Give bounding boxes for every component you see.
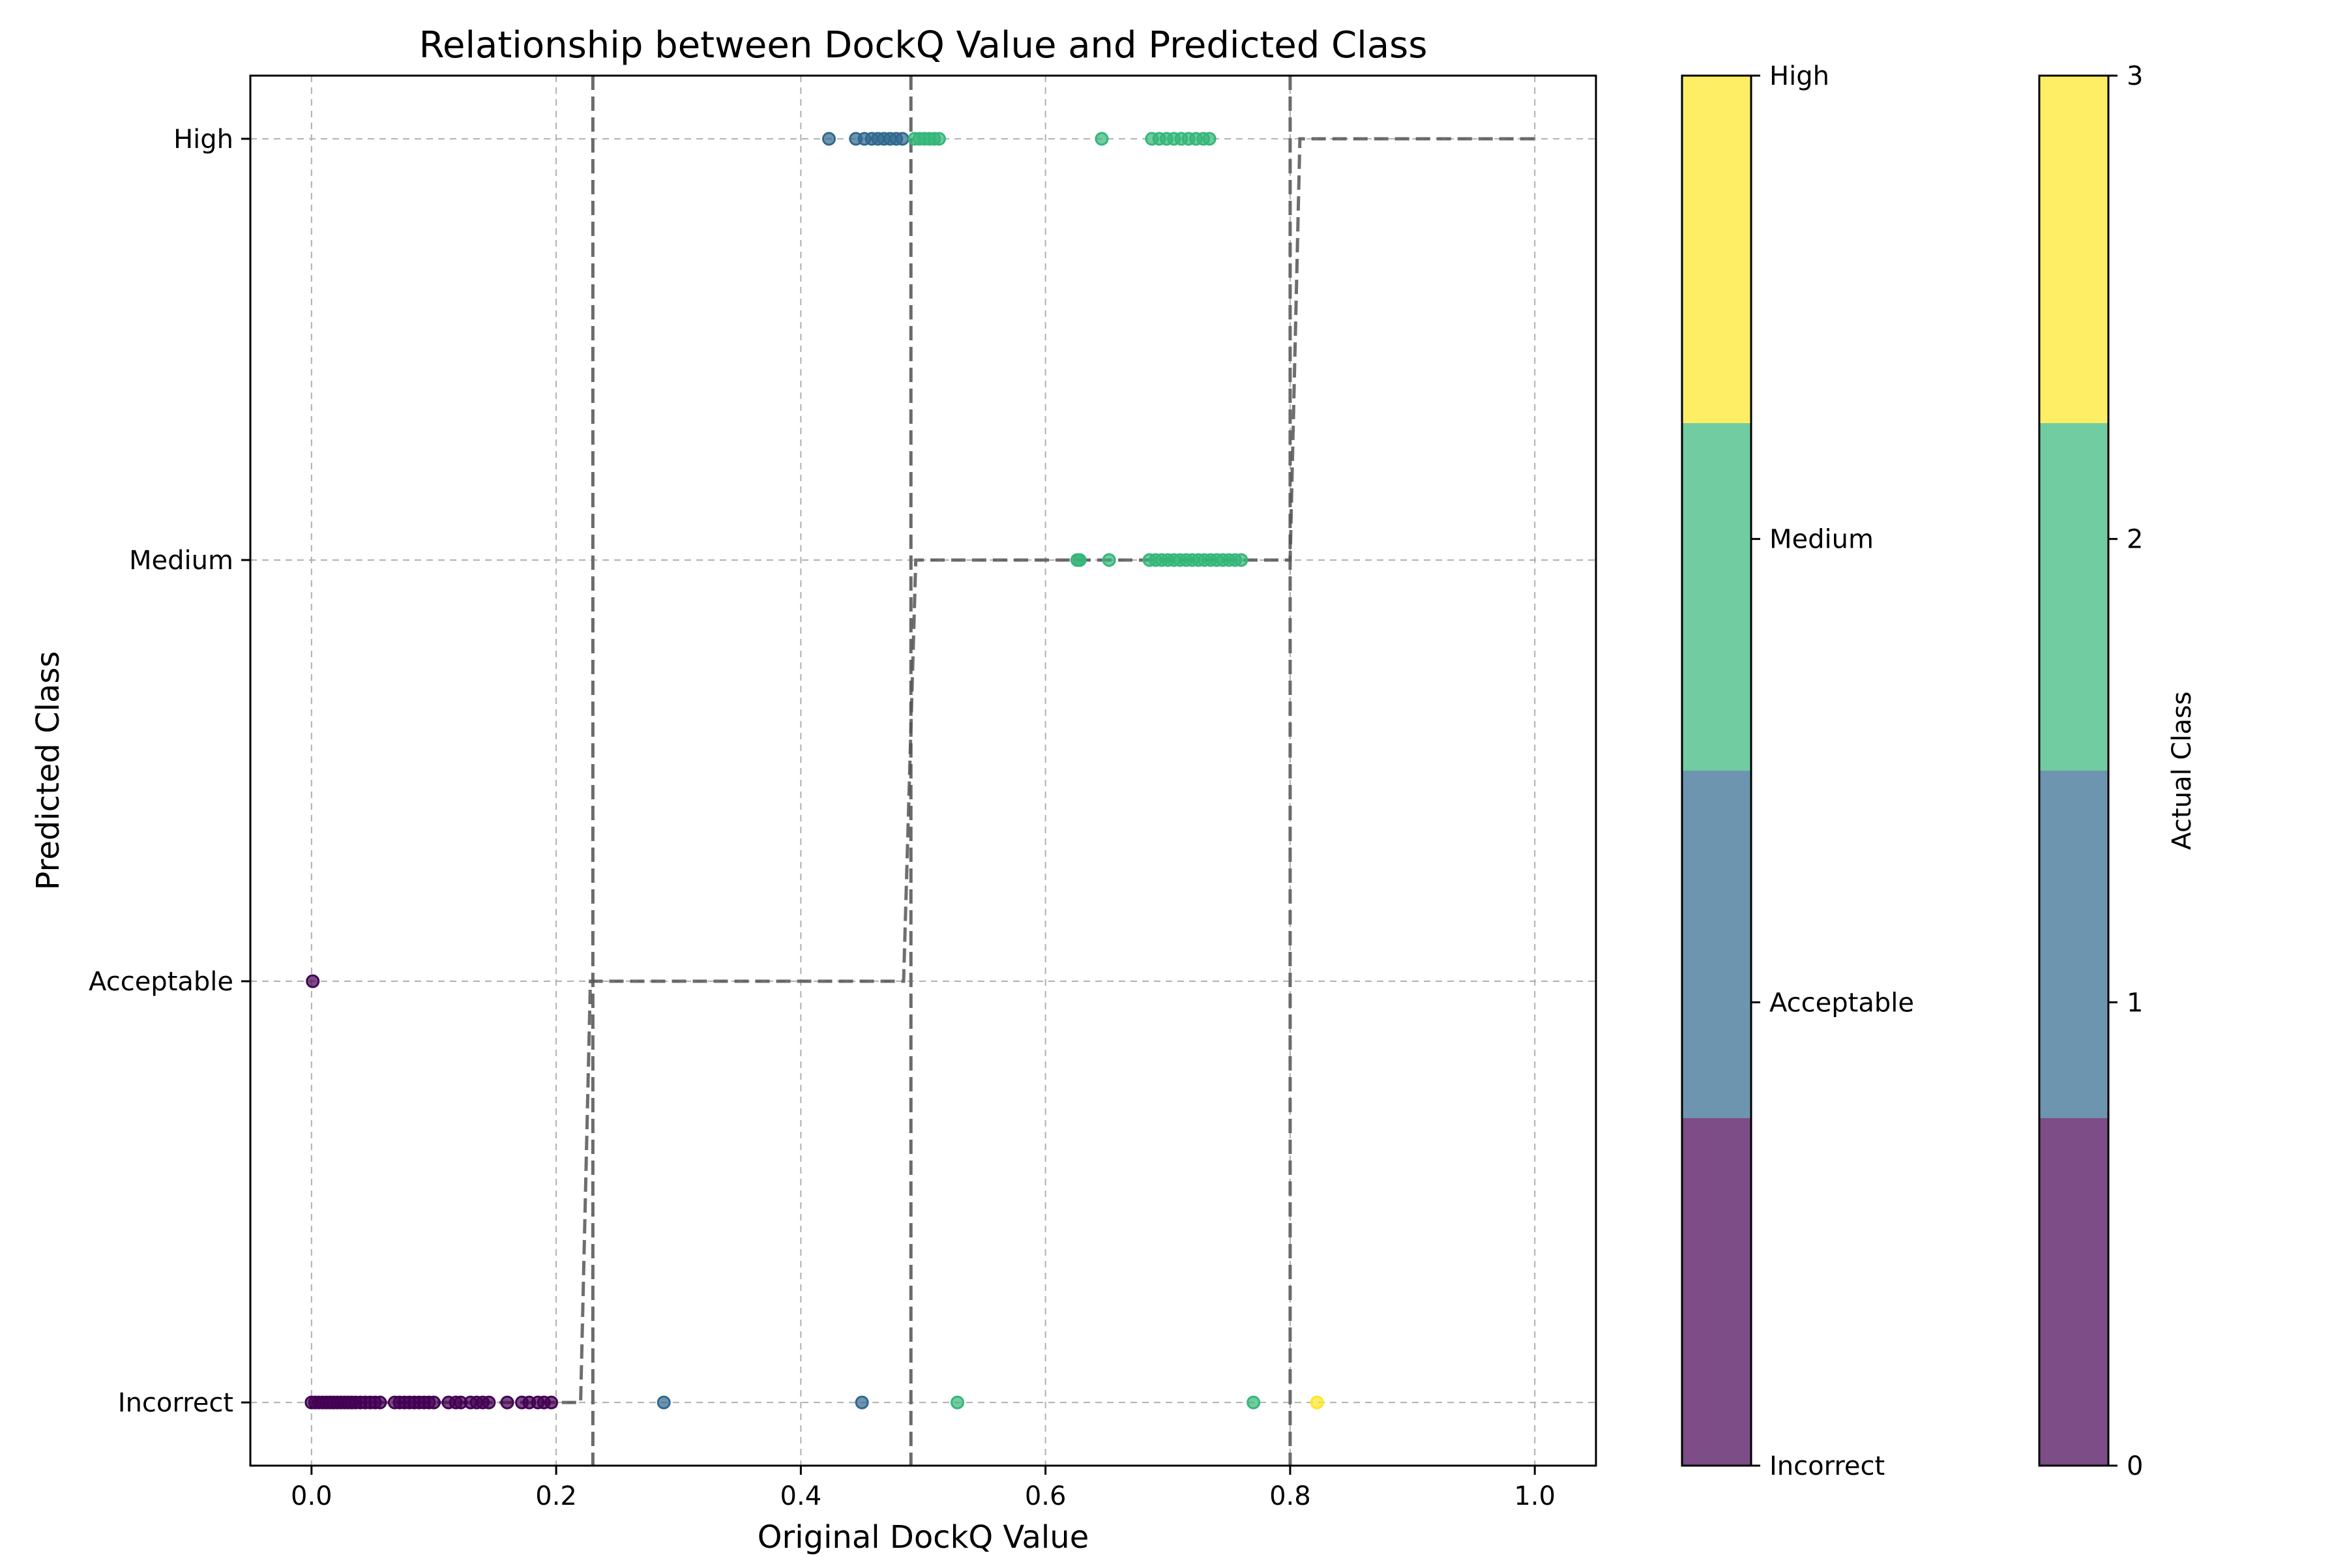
x-tick-label: 0.2 <box>535 1481 577 1511</box>
colorbar-frame <box>1681 74 1752 1467</box>
plot-area: 0.0 0.2 0.4 0.6 0.8 1.0 Incorrect Acceptable Med… <box>89 74 1597 1511</box>
data-point <box>482 1395 496 1410</box>
y-tick-label: Incorrect <box>118 1388 233 1418</box>
data-point <box>373 1395 387 1410</box>
colorbar-segment <box>1682 423 1751 771</box>
data-point <box>544 1395 559 1410</box>
data-point <box>426 1395 441 1410</box>
data-point <box>500 1395 514 1410</box>
data-point <box>1095 132 1109 146</box>
data-point <box>306 974 320 988</box>
colorbar-segment <box>2039 423 2108 771</box>
colorbar-tick-label: Medium <box>1769 525 1874 555</box>
data-point <box>895 132 909 146</box>
colorbar-tick-label: 1 <box>2127 988 2143 1018</box>
y-axis-label: Predicted Class <box>30 651 66 891</box>
x-tick-label: 0.0 <box>291 1481 332 1511</box>
colorbar-tick-label: 3 <box>2127 61 2143 91</box>
data-point <box>1202 132 1217 146</box>
x-tick-label: 0.6 <box>1025 1481 1067 1511</box>
colorbar-segment <box>2039 76 2108 423</box>
y-tick-label: Acceptable <box>89 967 233 997</box>
x-tick-label: 0.8 <box>1269 1481 1311 1511</box>
data-point <box>1247 1395 1261 1410</box>
x-tick-label: 0.4 <box>780 1481 822 1511</box>
colorbar-tick-label: 2 <box>2127 525 2143 555</box>
colorbar-tick-label: Acceptable <box>1769 988 1914 1018</box>
data-point <box>932 132 946 146</box>
data-point <box>951 1395 965 1410</box>
colorbar-segment <box>1682 76 1751 423</box>
x-tick-label: 1.0 <box>1514 1481 1556 1511</box>
colorbar-tick-label: Incorrect <box>1769 1451 1885 1481</box>
data-point <box>1102 553 1116 567</box>
data-point <box>855 1395 869 1410</box>
y-tick-label: High <box>173 125 233 155</box>
data-point <box>657 1395 671 1410</box>
data-point <box>1310 1395 1324 1410</box>
colorbar-label: Actual Class <box>2167 691 2197 850</box>
chart-title: Relationship between DockQ Value and Pre… <box>419 24 1428 67</box>
colorbar-segment <box>2039 1118 2108 1466</box>
step-line <box>311 137 1535 1404</box>
colorbar-segment <box>2039 771 2108 1118</box>
colorbar-segment <box>1682 1118 1751 1466</box>
colorbars: Incorrect Acceptable Medium High 0 1 2 3 Actual … <box>1681 61 2197 1481</box>
data-point <box>1072 553 1087 567</box>
colorbar-frame <box>2038 74 2110 1467</box>
data-point <box>1234 553 1248 567</box>
y-tick-label: Medium <box>129 546 233 576</box>
data-point <box>822 132 836 146</box>
colorbar-tick-label: High <box>1769 61 1829 91</box>
axes-frame <box>249 74 1597 1467</box>
colorbar-tick-label: 0 <box>2127 1451 2143 1481</box>
x-axis-label: Original DockQ Value <box>758 1519 1089 1556</box>
colorbar-segment <box>1682 771 1751 1118</box>
